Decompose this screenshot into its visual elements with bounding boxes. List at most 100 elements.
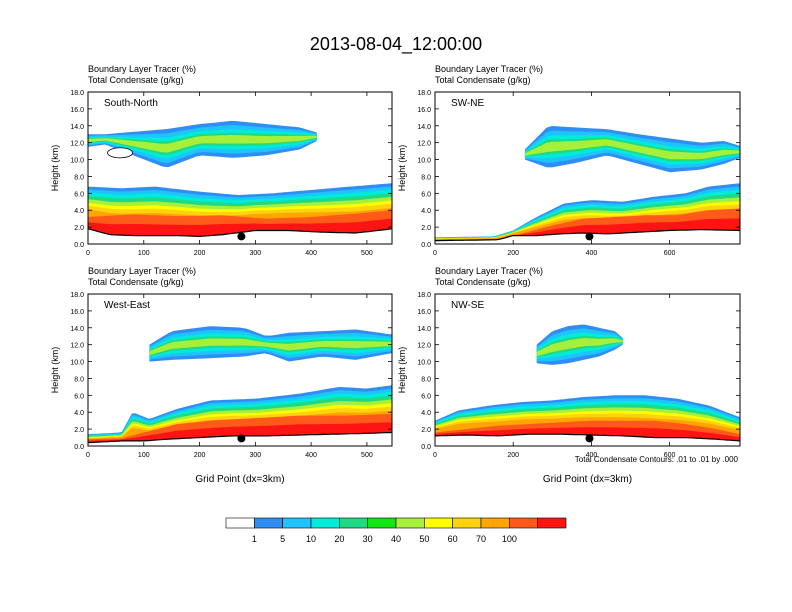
outflow-band-5 [149,338,392,356]
y-tick-label: 2.0 [74,225,84,232]
y-tick-label: 2.0 [421,427,431,434]
x-axis-label: Grid Point (dx=3km) [543,474,632,485]
location-marker [237,434,246,443]
colorbar-label: 5 [280,534,285,544]
y-tick-label: 14.0 [70,326,84,333]
x-tick-label: 200 [507,452,519,459]
x-tick-label: 0 [433,452,437,459]
contour-footnote: Total Condensate Contours: .01 to .01 by… [575,455,739,464]
x-axis-label: Grid Point (dx=3km) [195,474,284,485]
panel-1: Boundary Layer Tracer (%)Total Condensat… [50,64,393,257]
panel-label: South-North [104,98,158,109]
colorbar-label: 10 [306,534,316,544]
y-tick-label: 8.0 [421,376,431,383]
x-tick-label: 300 [249,250,261,257]
y-tick-label: 0.0 [74,444,84,451]
outflow-band-5 [536,338,623,357]
x-tick-label: 0 [433,250,437,257]
y-tick-label: 16.0 [70,309,84,316]
location-marker [585,232,594,241]
y-tick-label: 10.0 [70,360,84,367]
panel-plot-area [88,294,392,446]
panel-header-tracer: Boundary Layer Tracer (%) [435,266,543,276]
location-marker [585,434,594,443]
x-tick-label: 500 [361,250,373,257]
plot-frame [87,91,393,245]
y-tick-label: 16.0 [70,107,84,114]
colorbar-label: 20 [334,534,344,544]
y-tick-label: 18.0 [70,292,84,299]
panel-header-tracer: Boundary Layer Tracer (%) [88,64,196,74]
colorbar-box [509,517,538,529]
panel-2: Boundary Layer Tracer (%)Total Condensat… [397,64,741,257]
y-axis-label: Height (km) [50,347,60,394]
y-tick-label: 14.0 [417,326,431,333]
condensate-contour [107,147,134,159]
y-tick-label: 16.0 [417,107,431,114]
y-tick-label: 12.0 [70,141,84,148]
y-tick-label: 2.0 [421,225,431,232]
x-tick-label: 100 [138,250,150,257]
y-axis-label: Height (km) [397,145,407,192]
y-tick-label: 14.0 [70,124,84,131]
colorbar-box [310,517,340,529]
x-tick-label: 0 [86,452,90,459]
panel-header-condensate: Total Condensate (g/kg) [88,75,184,85]
outflow-band-5 [88,135,317,153]
terrain-line [435,433,740,442]
figure-title: 2013-08-04_12:00:00 [310,34,482,55]
y-tick-label: 4.0 [421,410,431,417]
x-tick-label: 600 [664,250,676,257]
panel-4: Boundary Layer Tracer (%) Total Condensat… [397,266,741,485]
plot-frame [434,293,741,447]
y-tick-label: 18.0 [417,90,431,97]
colorbar-label: 60 [448,534,458,544]
panel-header-tracer: Boundary Layer Tracer (%) [435,64,543,74]
x-tick-label: 400 [586,452,598,459]
y-tick-label: 6.0 [421,393,431,400]
y-tick-label: 8.0 [74,376,84,383]
plot-frame [434,91,741,245]
y-tick-label: 0.0 [421,444,431,451]
panels: Boundary Layer Tracer (%)Total Condensat… [50,64,741,485]
x-tick-label: 400 [305,452,317,459]
y-tick-label: 10.0 [70,158,84,165]
colorbar-label: 50 [419,534,429,544]
y-tick-label: 0.0 [421,242,431,249]
y-tick-label: 16.0 [417,309,431,316]
colorbar: 1 5 10 20 30 40 50 60 70 100 [225,517,567,544]
y-tick-label: 12.0 [417,141,431,148]
colorbar-label: 40 [391,534,401,544]
y-axis-label: Height (km) [50,145,60,192]
y-tick-label: 4.0 [74,208,84,215]
panel-plot-area [435,294,740,446]
panel-header-tracer: Boundary Layer Tracer (%) [88,266,196,276]
colorbar-label: 30 [363,534,373,544]
x-tick-label: 500 [361,452,373,459]
y-tick-label: 4.0 [421,208,431,215]
colorbar-box [424,517,453,529]
x-tick-label: 0 [86,250,90,257]
colorbar-label: 100 [502,534,517,544]
colorbar-box [480,517,510,529]
y-tick-label: 8.0 [421,174,431,181]
panel-label: SW-NE [451,98,484,109]
colorbar-label: 1 [252,534,257,544]
colorbar-box [367,517,397,529]
y-tick-label: 0.0 [74,242,84,249]
y-tick-label: 10.0 [417,360,431,367]
y-tick-label: 8.0 [74,174,84,181]
y-tick-label: 4.0 [74,410,84,417]
y-tick-label: 6.0 [74,393,84,400]
plot-frame [87,293,393,447]
colorbar-box [339,517,368,529]
y-axis-label: Height (km) [397,347,407,394]
panel-header-condensate: Total Condensate (g/kg) [88,277,184,287]
x-tick-label: 400 [586,250,598,257]
panel-label: NW-SE [451,300,484,311]
colorbar-box [537,517,567,529]
outflow-band-5 [524,139,740,160]
colorbar-box [452,517,482,529]
y-tick-label: 12.0 [417,343,431,350]
